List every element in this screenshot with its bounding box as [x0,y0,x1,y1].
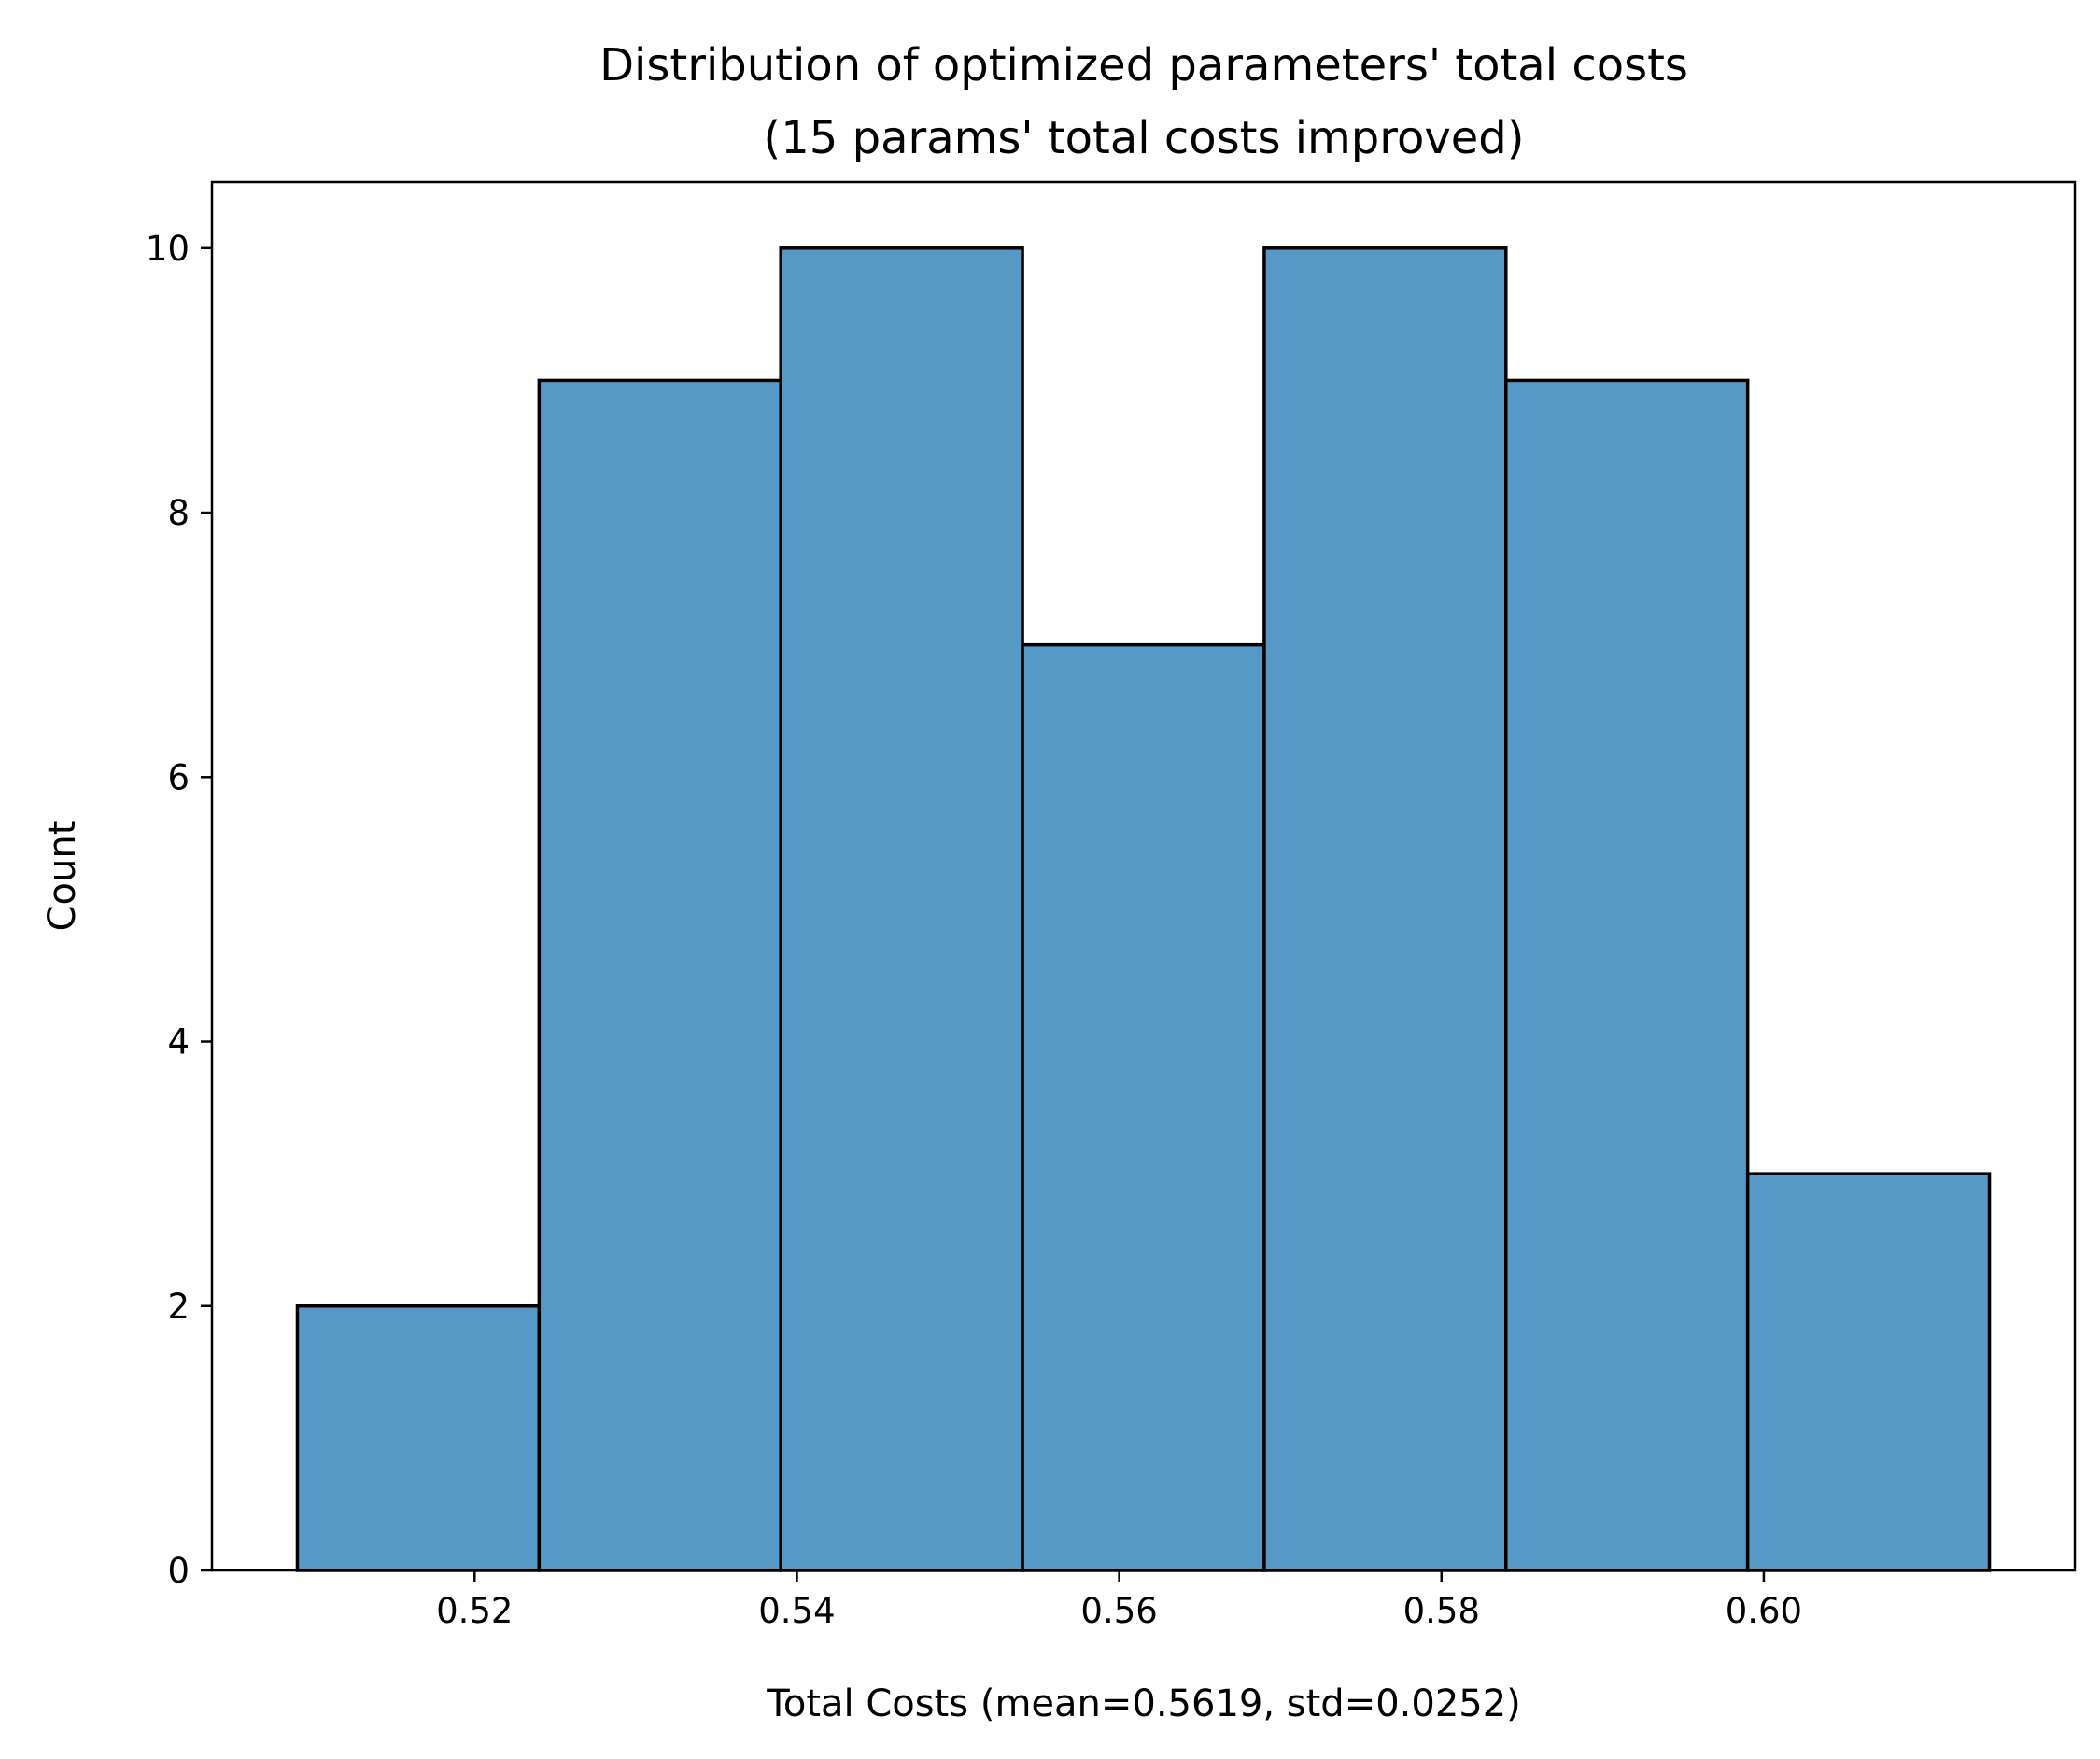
histogram-bar-6 [1745,1172,1992,1572]
x-axis-ticks: 0.52 0.54 0.56 0.58 0.60 [436,1570,1802,1631]
chart-title: Distribution of optimized parameters' to… [599,39,1688,91]
y-tick-label-0: 0 [167,1551,190,1591]
histogram-bar-5 [1504,378,1750,1572]
x-tick-label-0: 0.52 [436,1591,513,1631]
histogram-bar-0 [295,1304,542,1572]
histogram-bar-2 [779,246,1024,1572]
chart-subtitle: (15 params' total costs improved) [764,112,1525,164]
histogram-bar-1 [537,378,782,1572]
histogram-bar-4 [1262,246,1508,1572]
x-tick-label-1: 0.54 [758,1591,835,1631]
plot-area-frame [210,180,2077,1572]
bars-group [295,246,1992,1572]
x-tick-label-4: 0.60 [1726,1591,1802,1631]
y-tick-label-1: 2 [167,1287,190,1327]
y-axis-label: Count [41,821,84,932]
y-tick-label-3: 6 [167,757,190,797]
x-tick-label-2: 0.56 [1080,1591,1157,1631]
y-tick-label-4: 8 [167,493,190,533]
x-tick-label-3: 0.58 [1403,1591,1480,1631]
histogram-bar-3 [1021,642,1266,1572]
y-axis-ticks: 0 2 4 6 8 10 [146,229,212,1591]
y-tick-label-2: 4 [167,1022,190,1062]
x-axis-label: Total Costs (mean=0.5619, std=0.0252) [766,1682,1521,1725]
y-tick-label-5: 10 [146,229,190,269]
